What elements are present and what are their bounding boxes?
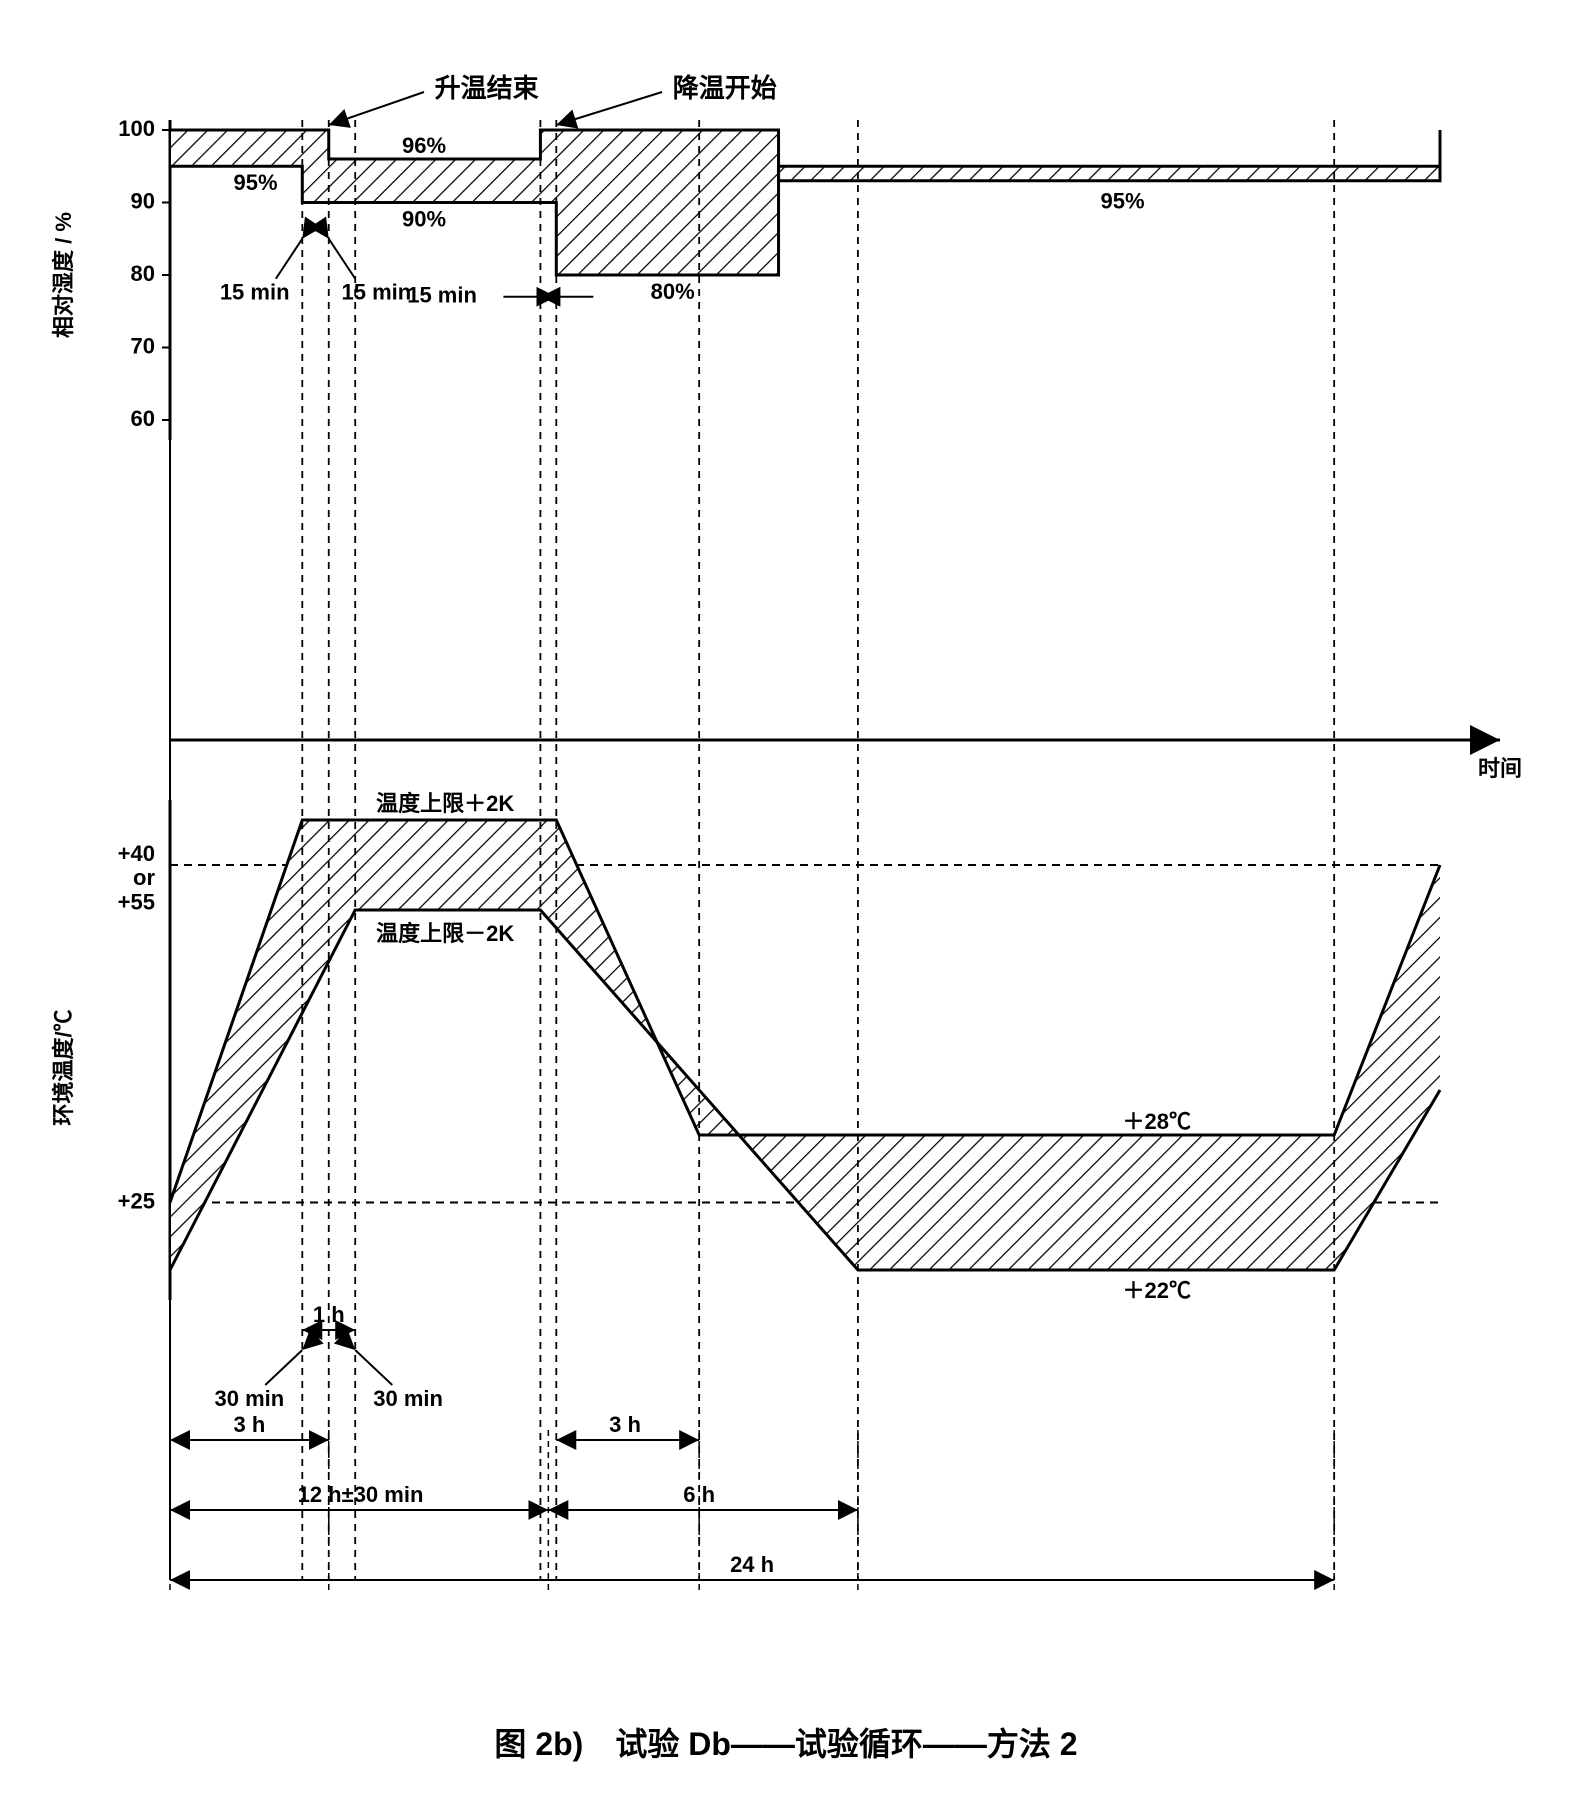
svg-text:＋22℃: ＋22℃	[1123, 1278, 1191, 1303]
svg-text:95%: 95%	[1100, 189, 1144, 214]
svg-text:24 h: 24 h	[730, 1552, 774, 1577]
svg-text:70: 70	[131, 333, 155, 358]
svg-text:+25: +25	[118, 1188, 155, 1213]
svg-text:＋28℃: ＋28℃	[1123, 1109, 1191, 1134]
svg-text:温度上限＋2K: 温度上限＋2K	[376, 791, 514, 816]
svg-text:80%: 80%	[651, 279, 695, 304]
svg-text:90: 90	[131, 188, 155, 213]
svg-text:15 min: 15 min	[407, 283, 477, 308]
svg-text:30 min: 30 min	[215, 1386, 285, 1411]
svg-text:90%: 90%	[402, 206, 446, 231]
svg-text:温度上限－2K: 温度上限－2K	[376, 921, 514, 946]
svg-text:环境温度/℃: 环境温度/℃	[51, 1009, 76, 1125]
svg-text:+40or+55: +40or+55	[118, 841, 156, 914]
svg-text:96%: 96%	[402, 133, 446, 158]
figure-container: 100 90 80 70 60 相对湿度 / % 95% 96% 90% 80% 95% 15 min…	[20, 20, 1552, 1785]
svg-text:80: 80	[131, 261, 155, 286]
svg-text:相对湿度 / %: 相对湿度 / %	[51, 212, 76, 338]
svg-text:30 min: 30 min	[373, 1386, 443, 1411]
svg-text:60: 60	[131, 406, 155, 431]
svg-text:15 min: 15 min	[220, 280, 290, 305]
chart-svg: 100 90 80 70 60 相对湿度 / % 95% 96% 90% 80% 95% 15 min…	[20, 20, 1552, 1720]
svg-text:95%: 95%	[234, 170, 278, 195]
svg-text:时间: 时间	[1478, 756, 1522, 781]
svg-text:3 h: 3 h	[609, 1412, 641, 1437]
svg-text:降温开始: 降温开始	[673, 73, 777, 103]
svg-text:3 h: 3 h	[233, 1412, 265, 1437]
svg-text:15 min: 15 min	[342, 280, 412, 305]
figure-caption: 图 2b) 试验 Db——试验循环——方法 2	[20, 1719, 1552, 1765]
svg-text:100: 100	[118, 116, 155, 141]
svg-text:升温结束: 升温结束	[435, 73, 540, 103]
svg-text:1 h: 1 h	[313, 1302, 345, 1327]
svg-text:12 h±30 min: 12 h±30 min	[298, 1482, 424, 1507]
